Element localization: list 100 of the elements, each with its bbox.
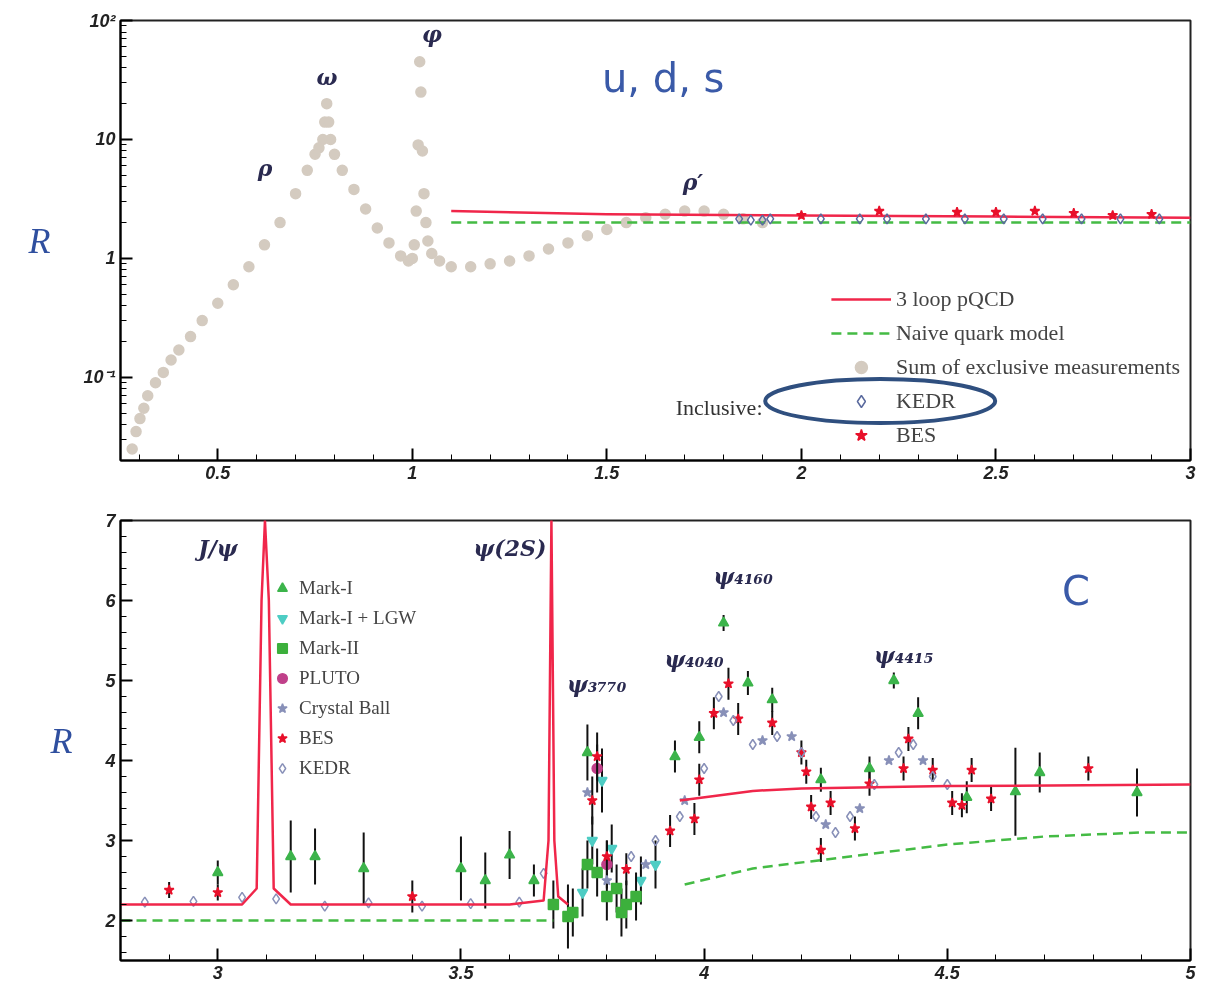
legend-label: Sum of exclusive measurements (895, 353, 1180, 381)
y-axis-title: R (49, 720, 73, 761)
point (786, 730, 798, 742)
point (708, 707, 720, 719)
annotation: u, d, s (602, 54, 725, 101)
point (1131, 785, 1143, 797)
point (601, 850, 613, 862)
point (272, 893, 281, 905)
point (586, 836, 599, 848)
point (693, 730, 706, 741)
point (815, 844, 827, 855)
annotation: C (1062, 567, 1091, 614)
point (917, 754, 929, 766)
y-tick-label: 3 (105, 831, 116, 851)
point (547, 898, 560, 911)
point (805, 801, 817, 812)
point (718, 706, 730, 718)
y-tick-label: 4 (104, 751, 116, 771)
point (742, 676, 754, 687)
point (309, 849, 321, 861)
point (845, 810, 855, 823)
point (640, 858, 652, 870)
annotation: J/ψ (194, 534, 239, 561)
legend-label: Mark-I + LGW (299, 606, 417, 630)
point (417, 900, 427, 912)
legend-label: Mark-II (299, 636, 360, 660)
x-tick-label: 2.5 (982, 462, 1010, 483)
annotation: Inclusive: (675, 395, 763, 421)
point (140, 896, 149, 908)
point (854, 802, 866, 814)
point (849, 822, 861, 834)
line-series (449, 209, 1191, 219)
point (722, 677, 734, 689)
x-tick-label: 1 (407, 462, 418, 483)
x-tick-label: 5 (1185, 962, 1197, 983)
point (320, 900, 329, 912)
point (581, 786, 593, 798)
point (898, 762, 910, 774)
point (364, 897, 373, 909)
point (567, 906, 579, 919)
x-tick-label: 2 (795, 462, 807, 483)
y-tick-label: 2 (104, 911, 116, 931)
point (815, 773, 827, 784)
annotation: φ (421, 20, 442, 47)
point (591, 750, 603, 762)
legend-label: KEDR (299, 756, 351, 780)
legend-label: Crystal Ball (299, 696, 391, 720)
annotation: ω (316, 64, 338, 91)
point (479, 873, 492, 885)
point (586, 794, 598, 806)
point (664, 825, 676, 836)
point (800, 765, 812, 777)
point (163, 884, 175, 895)
point (515, 896, 524, 908)
point (693, 773, 705, 785)
point (601, 890, 613, 903)
legend-label: PLUTO (299, 666, 360, 690)
point (888, 673, 900, 685)
x-tick-label: 4 (698, 962, 710, 983)
legend-label: Naive quark model (895, 319, 1065, 347)
point (717, 616, 730, 627)
point (649, 860, 662, 872)
annotation: ψ₃₇₇₀ (567, 670, 627, 697)
point (503, 848, 516, 859)
point (212, 865, 224, 877)
y-axis-title: R (27, 220, 51, 261)
point (956, 799, 968, 811)
point (985, 793, 997, 804)
x-tick-label: 1.5 (594, 462, 621, 483)
point (669, 749, 681, 761)
annotation: ρ′ (681, 169, 704, 196)
y-tick-label: 1 (105, 248, 116, 269)
x-tick-label: 4.5 (933, 962, 961, 983)
legend-label: Mark-I (299, 576, 353, 600)
point (406, 890, 418, 902)
x-tick-label: 3 (212, 962, 223, 983)
point (966, 764, 978, 775)
annotation: ψ₄₀₄₀ (664, 646, 725, 673)
point (883, 754, 895, 766)
point (591, 866, 603, 879)
point (610, 882, 623, 895)
y-tick-label: 10 (95, 129, 116, 150)
annotation: ψ₄₄₁₅ (874, 642, 934, 669)
point (1033, 765, 1046, 777)
point (912, 706, 924, 717)
point (581, 745, 594, 757)
point (630, 890, 642, 903)
point (756, 734, 769, 746)
x-tick-label: 0.5 (205, 462, 232, 483)
point (528, 873, 540, 885)
y-tick-label: 7 (105, 511, 117, 531)
point (863, 761, 876, 773)
annotation: ψ(2S) (473, 534, 547, 561)
point (620, 863, 632, 875)
point (212, 886, 224, 898)
point (766, 717, 778, 728)
point (455, 861, 467, 873)
legend-label: BES (895, 421, 937, 449)
legend-label: 3 loop pQCD (895, 285, 1015, 313)
point (1082, 762, 1094, 774)
